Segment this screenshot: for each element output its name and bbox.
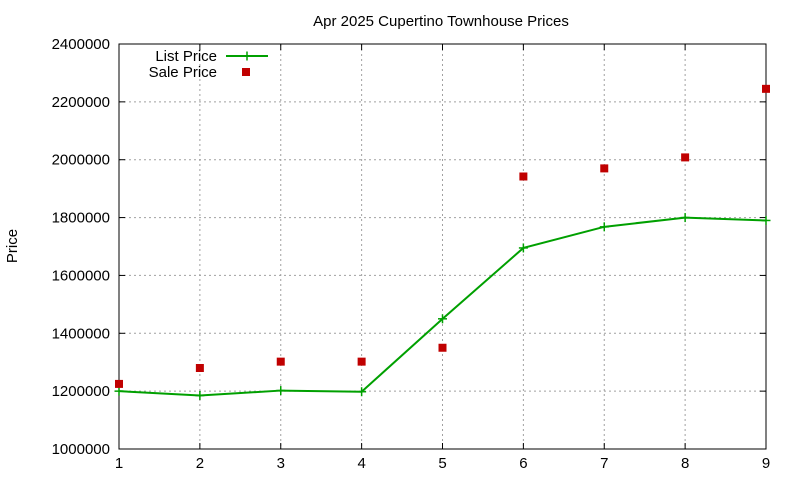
y-tick-label: 1600000	[52, 267, 110, 284]
list-price-point	[195, 390, 205, 400]
x-tick-label: 7	[600, 455, 608, 472]
y-tick-label: 1400000	[52, 325, 110, 342]
x-tick-label: 5	[438, 455, 446, 472]
list-price-point	[761, 215, 771, 225]
sale-price-point	[519, 172, 528, 181]
sale-price-point	[438, 343, 447, 352]
legend-label-list-price: List Price	[155, 48, 217, 65]
legend-swatch-square	[242, 68, 250, 76]
y-tick-label: 2200000	[52, 94, 110, 111]
y-tick-label: 2400000	[52, 36, 110, 53]
list-price-point	[114, 386, 124, 396]
sale-price-point	[357, 357, 366, 366]
x-tick-label: 6	[519, 455, 527, 472]
list-price-point	[680, 213, 690, 223]
series-layer	[114, 84, 771, 400]
y-tick-label: 1800000	[52, 210, 110, 227]
sale-price-point	[195, 364, 204, 372]
axis-layer: 1 2 3 4 5 6 7 8 9 1000000 1200000 1400000 1600000 180…	[52, 36, 771, 472]
legend-label-sale-price: Sale Price	[149, 64, 217, 81]
y-tick-label: 1200000	[52, 383, 110, 400]
x-tick-label: 8	[681, 455, 689, 472]
sale-price-point	[276, 357, 285, 366]
chart-title: Apr 2025 Cupertino Townhouse Prices	[313, 13, 569, 30]
x-tick-label: 2	[196, 455, 204, 472]
list-price-point	[276, 386, 286, 396]
sale-price-point	[762, 84, 770, 93]
x-tick-label: 4	[357, 455, 365, 472]
x-tick-label: 9	[762, 455, 770, 472]
x-tick-label: 1	[115, 455, 123, 472]
grid-layer	[119, 44, 766, 449]
list-price-point	[599, 222, 609, 232]
list-price-point	[518, 243, 528, 253]
y-axis-label: Price	[4, 229, 21, 263]
sale-price-point	[600, 164, 609, 173]
sale-price-point	[681, 153, 690, 162]
list-price-point	[357, 387, 367, 397]
list-price-point	[438, 314, 447, 324]
legend-swatch-plus	[242, 51, 252, 61]
y-tick-label: 1000000	[52, 441, 110, 458]
y-tick-label: 2000000	[52, 152, 110, 169]
sale-price-point	[115, 379, 123, 388]
x-tick-label: 3	[277, 455, 285, 472]
